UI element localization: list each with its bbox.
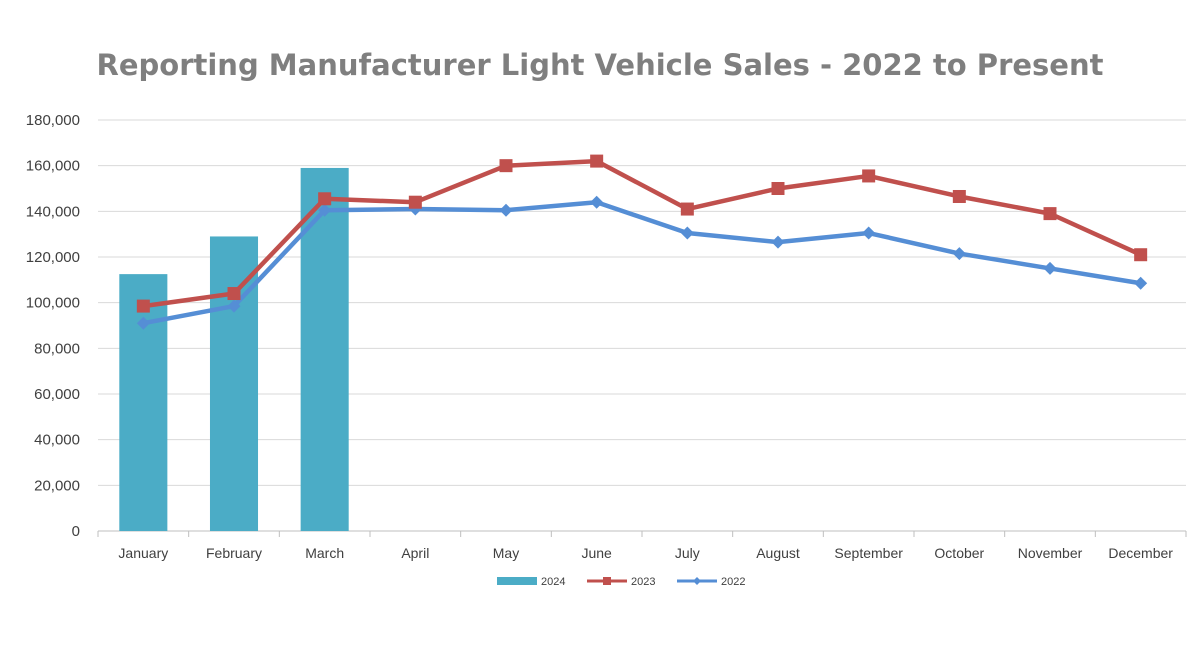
data-point-2022 [318, 203, 332, 217]
y-tick-label: 160,000 [26, 158, 80, 175]
legend-label-2022: 2022 [721, 576, 745, 588]
data-point-2023 [771, 182, 785, 195]
data-point-2022 [136, 316, 150, 330]
series-line-2022 [141, 199, 1143, 326]
y-tick-label: 140,000 [26, 203, 80, 220]
legend-marker-2023 [603, 577, 611, 585]
y-tick-label: 100,000 [26, 295, 80, 312]
x-tick-label: March [305, 545, 344, 561]
data-point-2023 [1134, 248, 1148, 262]
data-point-2023 [136, 299, 150, 313]
x-tick-label: July [675, 545, 700, 561]
y-tick-label: 0 [72, 523, 80, 540]
data-point-2023 [499, 159, 513, 173]
series-line-2023 [141, 158, 1143, 309]
data-point-2022 [1134, 276, 1148, 290]
bar-2024 [119, 274, 168, 531]
data-point-2022 [227, 299, 241, 313]
bar-2024 [300, 167, 349, 531]
legend-marker-2022 [693, 577, 701, 585]
x-tick-label: August [756, 545, 800, 561]
x-tick-label: April [401, 545, 429, 561]
y-tick-label: 40,000 [34, 432, 80, 449]
data-point-2023 [1043, 207, 1057, 221]
data-point-2023 [862, 169, 876, 183]
x-tick-label: December [1108, 545, 1173, 561]
y-tick-label: 60,000 [34, 386, 80, 403]
x-tick-label: September [834, 545, 903, 561]
data-point-2022 [771, 235, 785, 249]
x-tick-label: February [206, 545, 262, 561]
chart-area [0, 48, 1200, 600]
data-point-2023 [227, 287, 241, 301]
data-point-2022 [1043, 261, 1057, 275]
data-point-2023 [590, 154, 604, 168]
bar-2024 [209, 236, 259, 531]
data-point-2022 [499, 203, 513, 217]
legend-label-2023: 2023 [631, 576, 655, 588]
data-point-2022 [952, 247, 966, 261]
x-tick-label: June [581, 545, 612, 561]
x-tick-label: October [934, 545, 984, 561]
legend-swatch-2024 [497, 577, 537, 585]
y-tick-label: 180,000 [26, 112, 80, 129]
data-point-2022 [680, 226, 694, 240]
x-tick-label: November [1018, 545, 1083, 561]
data-point-2023 [318, 192, 332, 206]
y-tick-label: 20,000 [34, 477, 80, 494]
x-tick-label: January [118, 545, 168, 561]
chart-title: Reporting Manufacturer Light Vehicle Sal… [96, 48, 1104, 82]
data-point-2023 [408, 195, 422, 209]
legend-label-2024: 2024 [541, 576, 565, 588]
data-point-2022 [590, 195, 604, 209]
x-tick-label: May [493, 545, 519, 561]
y-tick-label: 80,000 [34, 340, 80, 357]
data-point-2022 [862, 226, 876, 240]
y-tick-label: 120,000 [26, 249, 80, 266]
data-point-2023 [680, 202, 694, 216]
data-point-2023 [952, 189, 966, 203]
